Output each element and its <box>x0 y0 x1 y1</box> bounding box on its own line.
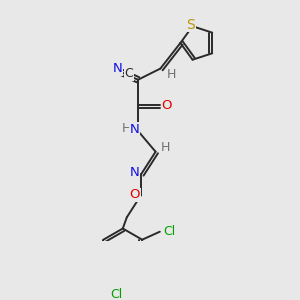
Text: Cl: Cl <box>110 288 122 300</box>
Text: H: H <box>160 141 170 154</box>
Text: S: S <box>187 18 195 32</box>
Text: O: O <box>130 188 140 201</box>
Text: N: N <box>130 166 140 179</box>
Text: N: N <box>112 62 122 75</box>
Text: H: H <box>122 122 131 135</box>
Text: O: O <box>161 99 172 112</box>
Text: C: C <box>124 68 133 80</box>
Text: N: N <box>130 123 140 136</box>
Text: H: H <box>167 68 176 82</box>
Text: Cl: Cl <box>163 225 176 238</box>
